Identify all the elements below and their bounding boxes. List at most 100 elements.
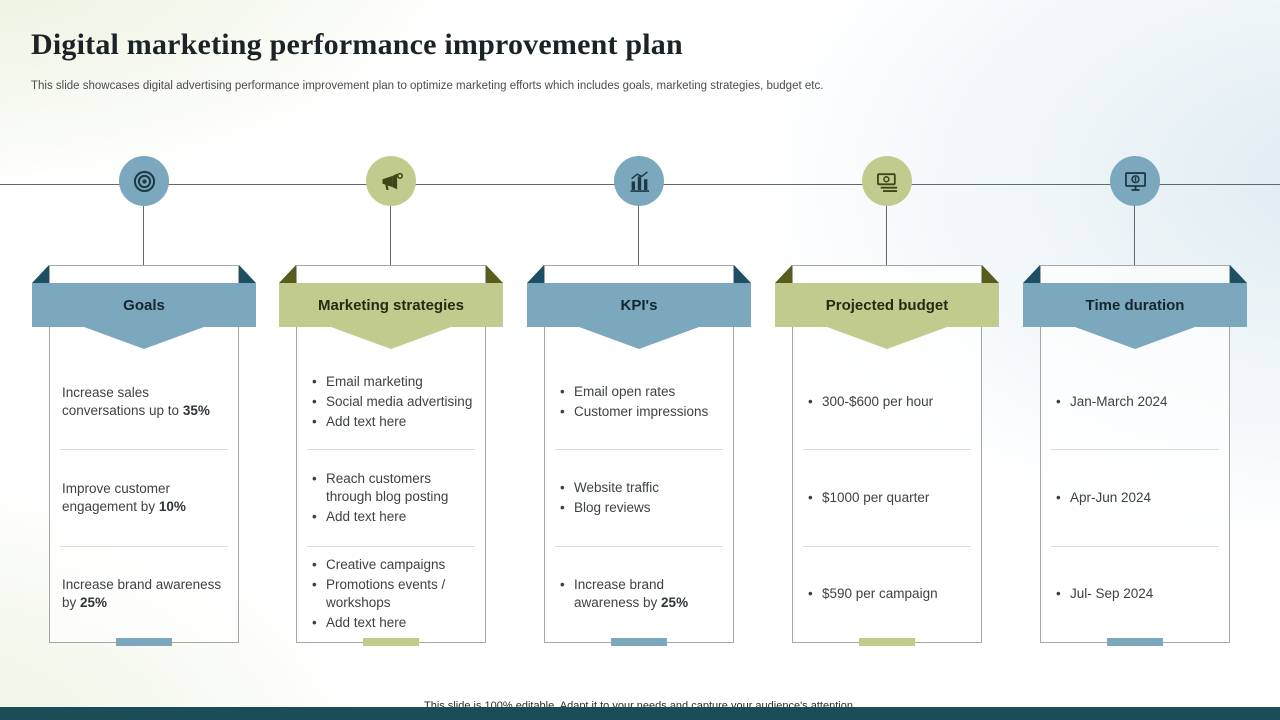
connector-line — [143, 206, 144, 265]
section-divider — [60, 545, 228, 547]
megaphone-icon — [378, 168, 405, 195]
list-item: $590 per campaign — [805, 585, 969, 603]
item-list: Apr-Jun 2024 — [1053, 487, 1217, 509]
item-list: Reach customers through blog posting Add … — [309, 468, 473, 528]
accent-bar — [363, 638, 419, 646]
list-item: Website traffic — [557, 479, 721, 497]
item-list: Email open rates Customer impressions — [557, 381, 721, 423]
icon-circle — [119, 156, 169, 206]
item-list: Creative campaigns Promotions events / wo… — [309, 554, 473, 634]
column-sections: 300-$600 per hour $1000 per quarter $590 p… — [793, 354, 981, 642]
column-kpis: Email open rates Customer impressions Webs… — [527, 156, 751, 656]
icon-circle — [614, 156, 664, 206]
connector-line — [390, 206, 391, 265]
section-divider — [1051, 545, 1219, 547]
column-header: Time duration — [1023, 283, 1247, 327]
icon-circle — [366, 156, 416, 206]
accent-bar — [859, 638, 915, 646]
section-divider — [803, 545, 971, 547]
item-list: 300-$600 per hour — [805, 391, 969, 413]
content-section: Jul- Sep 2024 — [1041, 547, 1229, 642]
highlight-value: 25% — [661, 595, 689, 611]
highlight-value: 35% — [182, 402, 210, 418]
item-list: Website traffic Blog reviews — [557, 477, 721, 519]
list-item: Email marketing — [309, 373, 473, 391]
item-list: Increase brand awareness by 25% — [62, 574, 226, 614]
list-item: Social media advertising — [309, 393, 473, 411]
item-list: Improve customer engagement by 10% — [62, 478, 226, 518]
item-list: Jan-March 2024 — [1053, 391, 1217, 413]
content-section: Email open rates Customer impressions — [545, 354, 733, 449]
column-sections: Increase sales conversations up to 35% Im… — [50, 354, 238, 642]
content-section: Jan-March 2024 — [1041, 354, 1229, 449]
column-header: Projected budget — [775, 283, 999, 327]
ribbon-fold-left — [1023, 265, 1040, 283]
list-item: Jan-March 2024 — [1053, 393, 1217, 411]
list-item: Promotions events / workshops — [309, 576, 473, 612]
section-divider — [555, 545, 723, 547]
content-section: Increase brand awareness by 25% — [50, 547, 238, 642]
column-header: Goals — [32, 283, 256, 327]
section-divider — [60, 449, 228, 451]
slide-subtitle: This slide showcases digital advertising… — [31, 80, 824, 92]
ribbon-fold-left — [775, 265, 792, 283]
screen-payment-icon — [1122, 168, 1149, 195]
section-divider — [307, 449, 475, 451]
column-header: Marketing strategies — [279, 283, 503, 327]
target-icon — [131, 168, 158, 195]
list-item: Add text here — [309, 614, 473, 632]
connector-line — [1134, 206, 1135, 265]
content-section: $590 per campaign — [793, 547, 981, 642]
item-list: $590 per campaign — [805, 583, 969, 605]
accent-bar — [611, 638, 667, 646]
ribbon-fold-right — [734, 265, 751, 283]
column-sections: Email marketing Social media advertising A… — [297, 354, 485, 642]
ribbon-fold-left — [279, 265, 296, 283]
content-section: Increase brand awareness by 25% — [545, 547, 733, 642]
section-divider — [803, 449, 971, 451]
ribbon-fold-left — [32, 265, 49, 283]
list-item: Creative campaigns — [309, 556, 473, 574]
content-section: Website traffic Blog reviews — [545, 450, 733, 545]
content-section: $1000 per quarter — [793, 450, 981, 545]
item-list: Email marketing Social media advertising A… — [309, 371, 473, 433]
accent-bar — [1107, 638, 1163, 646]
section-divider — [1051, 449, 1219, 451]
highlight-value: 10% — [158, 498, 186, 514]
list-item: 300-$600 per hour — [805, 393, 969, 411]
connector-line — [638, 206, 639, 265]
highlight-value: 25% — [80, 595, 108, 611]
money-icon — [874, 168, 901, 195]
ribbon-fold-right — [239, 265, 256, 283]
list-item: Increase brand awareness by 25% — [557, 576, 721, 612]
bottom-accent-bar — [0, 707, 1280, 720]
icon-circle — [862, 156, 912, 206]
ribbon-fold-right — [982, 265, 999, 283]
list-item: Add text here — [309, 413, 473, 431]
connector-line — [886, 206, 887, 265]
list-item: Email open rates — [557, 383, 721, 401]
list-item: Jul- Sep 2024 — [1053, 585, 1217, 603]
content-section: Creative campaigns Promotions events / wo… — [297, 547, 485, 642]
column-sections: Jan-March 2024 Apr-Jun 2024 Jul- Sep 2024 — [1041, 354, 1229, 642]
column-sections: Email open rates Customer impressions Webs… — [545, 354, 733, 642]
item-list: Increase sales conversations up to 35% — [62, 382, 226, 422]
section-divider — [555, 449, 723, 451]
item-list: $1000 per quarter — [805, 487, 969, 509]
list-item: Add text here — [309, 508, 473, 526]
list-item: Increase brand awareness by 25% — [62, 577, 222, 611]
list-item: Improve customer engagement by 10% — [62, 480, 186, 514]
content-section: Increase sales conversations up to 35% — [50, 354, 238, 449]
accent-bar — [116, 638, 172, 646]
icon-circle — [1110, 156, 1160, 206]
column-marketing-strategies: Email marketing Social media advertising A… — [279, 156, 503, 656]
list-item: Customer impressions — [557, 403, 721, 421]
content-section: Reach customers through blog posting Add … — [297, 450, 485, 545]
content-section: 300-$600 per hour — [793, 354, 981, 449]
column-header: KPI's — [527, 283, 751, 327]
ribbon-fold-right — [486, 265, 503, 283]
list-item: Apr-Jun 2024 — [1053, 489, 1217, 507]
item-list: Jul- Sep 2024 — [1053, 583, 1217, 605]
section-divider — [307, 545, 475, 547]
content-section: Improve customer engagement by 10% — [50, 450, 238, 545]
